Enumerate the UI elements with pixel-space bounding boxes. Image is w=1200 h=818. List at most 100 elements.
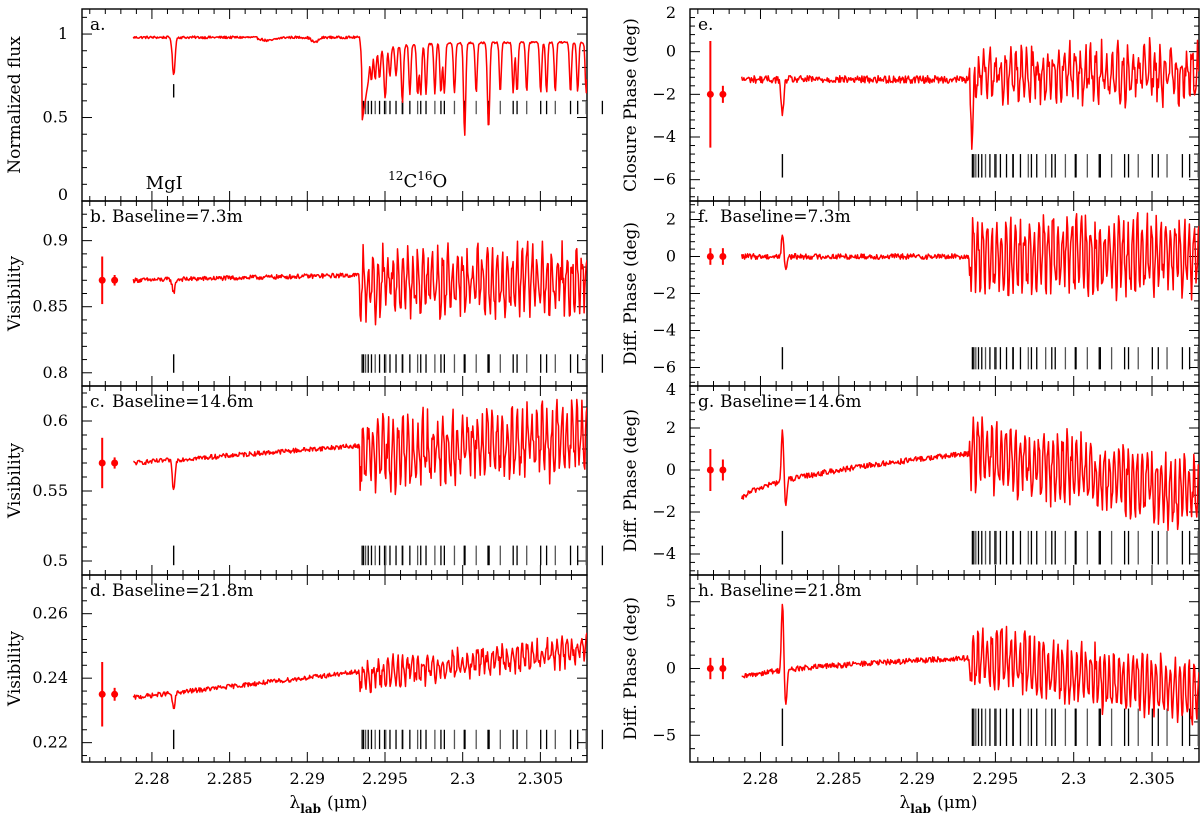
y-tick-label: −6 xyxy=(652,358,676,377)
y-tick-label: 5 xyxy=(666,592,676,611)
y-axis-title: Closure Phase (deg) xyxy=(621,18,641,192)
y-axis-title: Visibility xyxy=(5,256,25,333)
x-tick-label: 2.29 xyxy=(899,769,935,788)
y-tick-label: 4 xyxy=(666,380,676,399)
error-point xyxy=(706,90,714,98)
panel-a: 0 0.5 1 Normalized flux a. MgI 12C16O xyxy=(5,8,604,204)
baseline-title: Baseline=14.6m xyxy=(720,392,862,412)
x-tick-label: 2.295 xyxy=(362,769,408,788)
x-tick-label: 2.285 xyxy=(816,769,862,788)
y-tick-label: 0 xyxy=(58,185,68,204)
panel-h: 5 0 −5 Diff. Phase (deg) h. Baseline=21.8m xyxy=(621,574,1200,763)
y-tick-label: 2 xyxy=(666,418,676,437)
y-tick-label: −2 xyxy=(652,284,676,303)
x-tick-label: 2.3 xyxy=(450,769,475,788)
x-tick-label: 2.29 xyxy=(289,769,325,788)
baseline-title: Baseline=7.3m xyxy=(720,207,851,227)
error-point xyxy=(719,665,727,672)
x-tick-label: 2.295 xyxy=(972,769,1018,788)
panel-label: g. xyxy=(698,392,714,412)
y-tick-label: 0.26 xyxy=(32,604,68,623)
panel-frame xyxy=(81,574,588,763)
error-point xyxy=(111,690,119,698)
y-tick-label: 0 xyxy=(666,659,676,678)
error-point xyxy=(98,459,106,467)
y-tick-label: −5 xyxy=(652,725,676,744)
y-tick-label: 0.22 xyxy=(32,733,68,752)
panel-e: 2 0 −2 −4 −6 Closure Phase (deg) e. xyxy=(621,3,1200,202)
mgi-label: MgI xyxy=(146,173,183,194)
error-point xyxy=(706,665,714,672)
panel-d: 0.22 0.24 0.26 Visibility d. Baseline=21.8m xyxy=(5,574,604,763)
error-point xyxy=(719,466,727,474)
panel-c: 0.5 0.55 0.6 Visibility c. Baseline=14.6m xyxy=(5,385,604,576)
x-axis-title: λlab (μm) xyxy=(900,793,978,816)
y-tick-label: −4 xyxy=(652,544,676,563)
panel-frame xyxy=(689,8,1200,202)
x-tick-label: 2.305 xyxy=(1129,769,1175,788)
panel-label: b. xyxy=(90,207,106,227)
series-line xyxy=(740,416,1199,532)
baseline-title: Baseline=14.6m xyxy=(112,392,254,412)
y-axis-title: Diff. Phase (deg) xyxy=(621,222,641,365)
series-line xyxy=(740,36,1199,150)
panel-label: c. xyxy=(90,392,105,412)
y-tick-label: −6 xyxy=(652,170,676,189)
panel-label: d. xyxy=(90,581,106,601)
error-point xyxy=(706,253,714,260)
series-line xyxy=(132,240,587,326)
x-tick-label: 2.28 xyxy=(134,769,170,788)
error-point xyxy=(111,276,119,284)
y-tick-label: 0.6 xyxy=(43,411,68,430)
error-point xyxy=(719,90,727,98)
panel-f: 2 0 −2 −4 −6 Diff. Phase (deg) f. Baseline=7.3m xyxy=(621,200,1200,387)
y-tick-label: 0.5 xyxy=(43,108,68,127)
y-axis-title: Diff. Phase (deg) xyxy=(621,597,641,740)
y-tick-label: 1 xyxy=(58,24,68,43)
y-tick-label: 0 xyxy=(666,247,676,266)
panel-label: h. xyxy=(698,581,714,601)
y-tick-label: −4 xyxy=(652,127,676,146)
y-tick-label: −2 xyxy=(652,502,676,521)
baseline-title: Baseline=21.8m xyxy=(112,581,254,601)
error-point xyxy=(98,276,106,284)
y-axis-title: Visibility xyxy=(5,443,25,520)
y-tick-label: 2 xyxy=(666,210,676,229)
error-point xyxy=(719,253,727,260)
y-tick-label: 0.55 xyxy=(32,481,68,500)
y-tick-label: 0 xyxy=(666,42,676,61)
x-tick-label: 2.305 xyxy=(517,769,563,788)
baseline-title: Baseline=7.3m xyxy=(112,207,243,227)
panel-label: f. xyxy=(698,207,709,227)
x-axis-labels: 2.28 2.285 2.29 2.295 2.3 2.305 λlab (μm) 2.28 2.… xyxy=(134,769,1175,816)
y-tick-label: 2 xyxy=(666,3,676,22)
y-axis-title: Visibility xyxy=(5,631,25,708)
error-point xyxy=(98,690,106,698)
y-tick-label: 0.9 xyxy=(43,231,68,250)
series-line xyxy=(740,211,1199,302)
panel-g: 4 2 0 −2 −4 Diff. Phase (deg) g. Baseline=14.6m xyxy=(621,380,1200,576)
series-line xyxy=(133,398,587,496)
series-line xyxy=(132,632,587,710)
baseline-title: Baseline=21.8m xyxy=(720,581,862,601)
x-tick-label: 2.28 xyxy=(743,769,779,788)
y-tick-label: 0.24 xyxy=(32,668,68,687)
panel-frame xyxy=(689,200,1200,387)
series-line xyxy=(741,603,1199,726)
y-axis-title: Diff. Phase (deg) xyxy=(621,409,641,552)
panel-b: 0.8 0.85 0.9 Visibility b. Baseline=7.3m xyxy=(5,200,604,387)
x-tick-label: 2.285 xyxy=(207,769,253,788)
x-axis-title: λlab (μm) xyxy=(290,793,368,816)
error-point xyxy=(111,459,119,467)
panel-label: a. xyxy=(90,15,106,35)
error-point xyxy=(706,466,714,474)
y-tick-label: 0.85 xyxy=(32,297,68,316)
series-line xyxy=(132,35,587,136)
panel-label: e. xyxy=(698,15,713,35)
co-label: 12C16O xyxy=(388,169,447,192)
y-axis-title: Normalized flux xyxy=(5,36,25,174)
y-tick-label: −4 xyxy=(652,321,676,340)
x-tick-label: 2.3 xyxy=(1061,769,1086,788)
